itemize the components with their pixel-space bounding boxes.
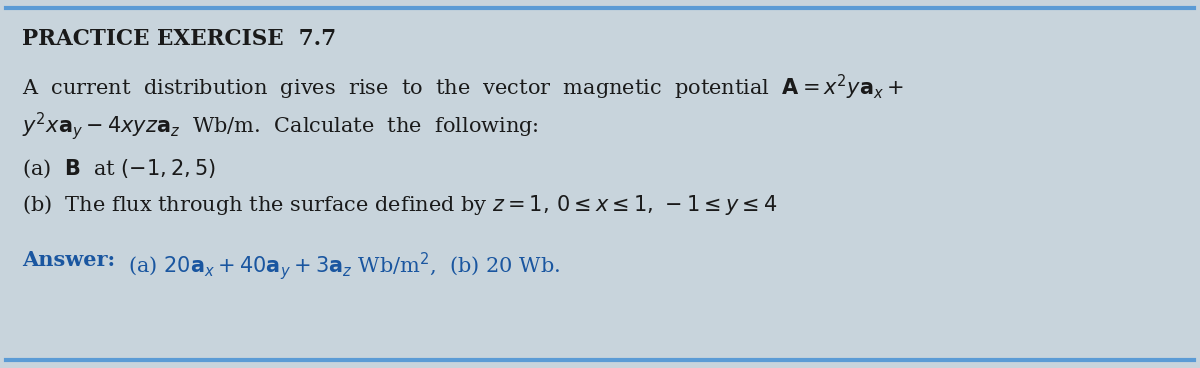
Text: Answer:: Answer: bbox=[22, 250, 115, 270]
Text: (a) $20\mathbf{a}_x + 40\mathbf{a}_y + 3\mathbf{a}_z$ Wb/m$^2$,  (b) 20 Wb.: (a) $20\mathbf{a}_x + 40\mathbf{a}_y + 3… bbox=[115, 250, 560, 282]
Text: A  current  distribution  gives  rise  to  the  vector  magnetic  potential  $\m: A current distribution gives rise to the… bbox=[22, 73, 905, 102]
Text: (a)  $\mathbf{B}$  at $(-1, 2, 5)$: (a) $\mathbf{B}$ at $(-1, 2, 5)$ bbox=[22, 158, 216, 180]
Text: PRACTICE EXERCISE  7.7: PRACTICE EXERCISE 7.7 bbox=[22, 28, 336, 50]
Text: $y^2x\mathbf{a}_y - 4xyz\mathbf{a}_z$  Wb/m.  Calculate  the  following:: $y^2x\mathbf{a}_y - 4xyz\mathbf{a}_z$ Wb… bbox=[22, 110, 539, 142]
Text: (b)  The flux through the surface defined by $z = 1,\, 0 \leq x \leq 1,\, -1 \le: (b) The flux through the surface defined… bbox=[22, 193, 778, 217]
